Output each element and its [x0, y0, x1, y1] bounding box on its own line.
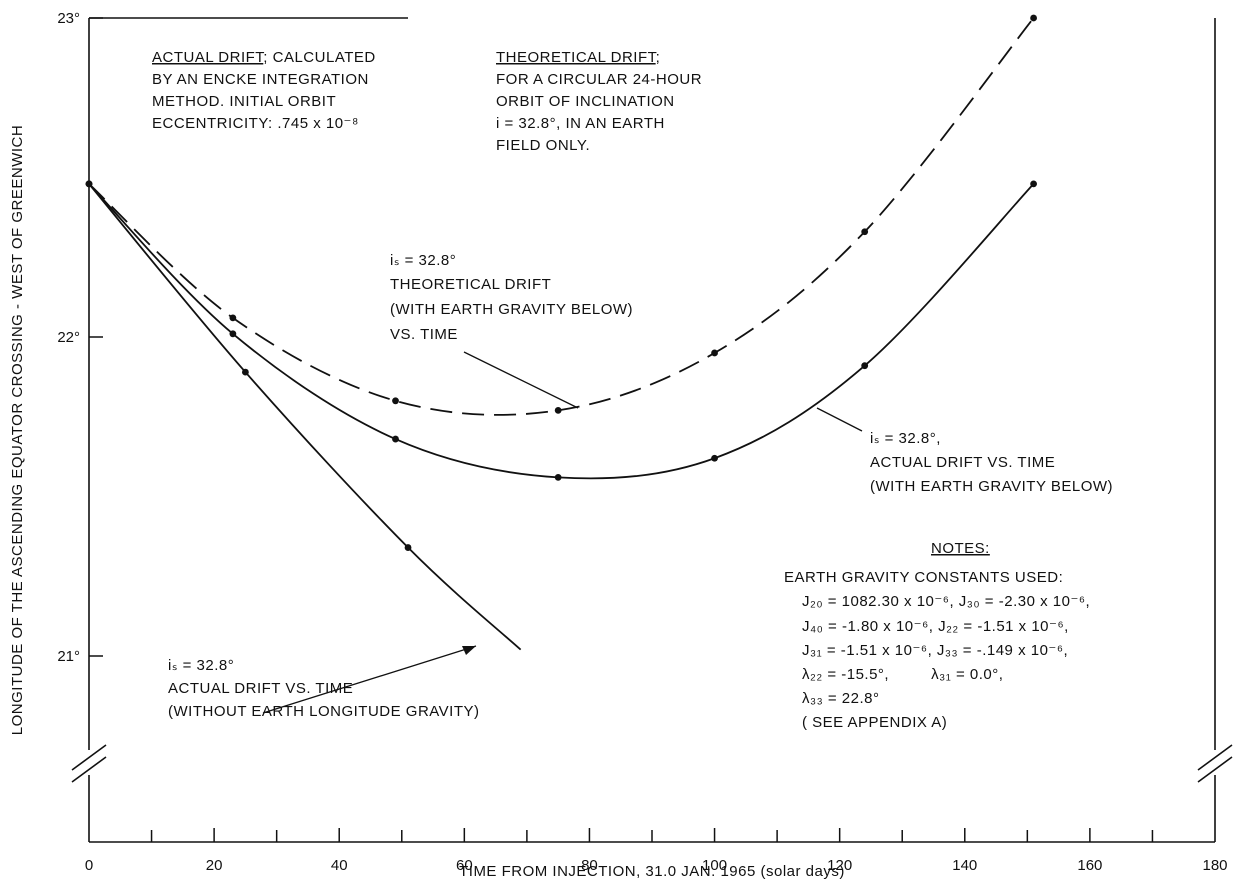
data-point	[1030, 14, 1037, 22]
x-tick-label: 20	[206, 857, 223, 874]
dashed-curve-label: iₛ = 32.8° THEORETICAL DRIFT (WITH EARTH…	[390, 252, 633, 343]
lower-curve-label: iₛ = 32.8° ACTUAL DRIFT VS. TIME (WITHOU…	[168, 657, 480, 720]
notes-line-3: J₃₁ = -1.51 x 10⁻⁶, J₃₃ = -.149 x 10⁻⁶,	[802, 642, 1068, 659]
data-point	[861, 228, 869, 236]
data-point	[711, 349, 718, 357]
data-point	[554, 473, 562, 481]
data-point	[241, 368, 249, 376]
data-point	[229, 314, 237, 322]
data-point	[404, 544, 412, 551]
notes-line-2: J₄₀ = -1.80 x 10⁻⁶, J₂₂ = -1.51 x 10⁻⁶,	[802, 618, 1069, 635]
x-tick-label: 180	[1202, 857, 1227, 874]
x-tick-label: 40	[331, 857, 348, 874]
x-tick-label: 140	[952, 857, 977, 874]
theoretical-drift-line-4: FIELD ONLY.	[496, 137, 590, 154]
middle-curve-label-line-1: iₛ = 32.8°,	[870, 430, 941, 447]
dashed-curve-label-line-1: iₛ = 32.8°	[390, 252, 456, 269]
y-tick-label: 22°	[57, 329, 80, 346]
x-tick-label: 0	[85, 857, 93, 874]
notes-line-6: ( SEE APPENDIX A)	[802, 714, 947, 731]
lower-curve-label-line-1: iₛ = 32.8°	[168, 657, 234, 674]
notes-line-4: λ₂₂ = -15.5°, λ₃₁ = 0.0°,	[802, 666, 1003, 683]
theoretical-drift-line-1: FOR A CIRCULAR 24-HOUR	[496, 71, 702, 88]
data-point	[229, 330, 237, 338]
theoretical-drift-heading: THEORETICAL DRIFT	[496, 49, 657, 66]
dashed-curve-label-line-2: THEORETICAL DRIFT	[390, 276, 551, 293]
theoretical-drift-heading-suffix: ;	[656, 49, 661, 66]
notes-line-5: λ₃₃ = 22.8°	[802, 690, 880, 707]
svg-text:ACTUAL DRIFT; CALCULATED: ACTUAL DRIFT; CALCULATED	[152, 49, 376, 66]
data-point	[554, 406, 562, 414]
actual-drift-line-1: BY AN ENCKE INTEGRATION	[152, 71, 369, 88]
x-axis-label: TIME FROM INJECTION, 31.0 JAN. 1965 (sol…	[459, 863, 845, 880]
ticks-layer: 0 20 40 60 80 100 120 140 160 180 21° 22° 23°	[57, 10, 1227, 874]
data-point	[1030, 180, 1037, 188]
data-point	[392, 397, 399, 405]
data-point	[85, 180, 93, 188]
actual-drift-line-2: METHOD. INITIAL ORBIT	[152, 93, 336, 110]
actual-drift-note: ACTUAL DRIFT; CALCULATED BY AN ENCKE INT…	[152, 49, 376, 132]
dashed-curve-label-line-3: (WITH EARTH GRAVITY BELOW)	[390, 301, 633, 318]
theoretical-drift-line-2: ORBIT OF INCLINATION	[496, 93, 675, 110]
x-tick-label: 120	[827, 857, 852, 874]
svg-text:THEORETICAL DRIFT;: THEORETICAL DRIFT;	[496, 49, 660, 66]
lower-curve-label-line-3: (WITHOUT EARTH LONGITUDE GRAVITY)	[168, 703, 480, 720]
notes-block: NOTES: EARTH GRAVITY CONSTANTS USED: J₂₀…	[784, 540, 1090, 731]
notes-heading: NOTES:	[931, 540, 990, 557]
lower-curve-pointer	[262, 645, 477, 714]
actual-drift-heading-suffix: ; CALCULATED	[263, 49, 375, 66]
notes-subheading: EARTH GRAVITY CONSTANTS USED:	[784, 569, 1063, 586]
middle-curve-label: iₛ = 32.8°, ACTUAL DRIFT VS. TIME (WITH …	[870, 430, 1113, 495]
y-axis-label: LONGITUDE OF THE ASCENDING EQUATOR CROSS…	[9, 125, 26, 735]
y-tick-label: 21°	[57, 648, 80, 665]
lower-curve-label-line-2: ACTUAL DRIFT VS. TIME	[168, 680, 353, 697]
dashed-curve-pointer	[463, 351, 579, 409]
theoretical-drift-line-3: i = 32.8°, IN AN EARTH	[496, 115, 665, 132]
data-point	[711, 454, 718, 462]
actual-drift-heading: ACTUAL DRIFT	[152, 49, 264, 66]
left-axis-break-marks	[71, 744, 107, 783]
actual-drift-line-3: ECCENTRICITY: .745 x 10⁻⁸	[152, 115, 359, 132]
x-tick-label: 60	[456, 857, 473, 874]
data-point	[861, 362, 869, 370]
actual-drift-without-gravity-curve	[88, 183, 522, 651]
dashed-curve-label-line-4: VS. TIME	[390, 326, 458, 343]
middle-curve-pointer	[816, 407, 863, 432]
y-tick-label: 23°	[57, 10, 80, 27]
right-axis-break-marks	[1197, 744, 1233, 783]
middle-curve-label-line-2: ACTUAL DRIFT VS. TIME	[870, 454, 1055, 471]
notes-line-1: J₂₀ = 1082.30 x 10⁻⁶, J₃₀ = -2.30 x 10⁻⁶…	[802, 593, 1090, 610]
lower-curve-pointer-arrowhead	[462, 646, 476, 655]
x-tick-label: 80	[581, 857, 598, 874]
x-tick-label: 160	[1077, 857, 1102, 874]
middle-curve-label-line-3: (WITH EARTH GRAVITY BELOW)	[870, 478, 1113, 495]
data-point	[392, 435, 399, 443]
theoretical-drift-note: THEORETICAL DRIFT; FOR A CIRCULAR 24-HOU…	[496, 49, 702, 154]
series-layer	[85, 14, 1037, 651]
x-tick-label: 100	[702, 857, 727, 874]
